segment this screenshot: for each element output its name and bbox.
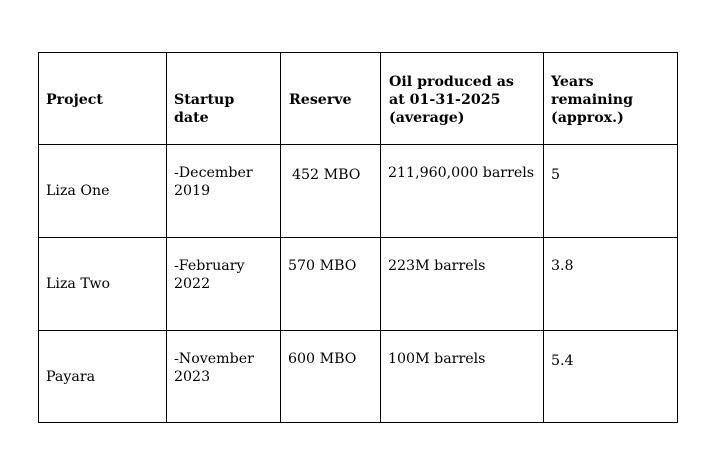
header-years-remaining: Years remaining (approx.) — [543, 52, 678, 145]
header-reserve-label: Reserve — [289, 92, 352, 108]
cell-oil-produced: 223M barrels — [380, 237, 544, 331]
header-startup-date-label: Startup date — [174, 92, 235, 126]
cell-project: Payara — [38, 330, 167, 423]
cell-reserve: 570 MBO — [280, 237, 381, 331]
oil-projects-table-container: Project Startup date Reserve Oil produce… — [38, 52, 678, 423]
cell-project: Liza One — [38, 144, 167, 238]
cell-project: Liza Two — [38, 237, 167, 331]
cell-oil-produced-text: 223M barrels — [388, 258, 486, 274]
cell-startup-date-text: -November 2023 — [174, 351, 254, 385]
cell-reserve-text: 570 MBO — [288, 258, 357, 274]
cell-startup-date: -February 2022 — [166, 237, 281, 331]
cell-oil-produced: 211,960,000 barrels — [380, 144, 544, 238]
header-reserve: Reserve — [280, 52, 381, 145]
cell-startup-date-text: -February 2022 — [174, 258, 245, 292]
cell-reserve-text: 600 MBO — [288, 351, 357, 367]
cell-years-remaining: 3.8 — [543, 237, 678, 331]
header-oil-produced-label: Oil produced as at 01-31-2025 (average) — [389, 74, 514, 126]
header-project-label: Project — [46, 92, 103, 108]
cell-oil-produced: 100M barrels — [380, 330, 544, 423]
header-project: Project — [38, 52, 167, 145]
cell-reserve: 600 MBO — [280, 330, 381, 423]
cell-years-remaining-text: 3.8 — [551, 258, 574, 274]
cell-years-remaining: 5 — [543, 144, 678, 238]
cell-reserve: 452 MBO — [280, 144, 381, 238]
cell-years-remaining-text: 5 — [551, 167, 561, 183]
oil-projects-table: Project Startup date Reserve Oil produce… — [38, 52, 678, 423]
cell-project-text: Payara — [46, 369, 96, 385]
cell-reserve-text: 452 MBO — [292, 167, 361, 183]
header-startup-date: Startup date — [166, 52, 281, 145]
cell-project-text: Liza Two — [46, 276, 111, 292]
table-row: Liza One -December 2019 452 MBO 211,960,… — [38, 144, 678, 238]
table-row: Payara -November 2023 600 MBO 100M barre… — [38, 330, 678, 423]
header-years-remaining-label: Years remaining (approx.) — [551, 74, 634, 126]
cell-startup-date-text: -December 2019 — [174, 165, 253, 199]
cell-oil-produced-text: 100M barrels — [388, 351, 486, 367]
table-header-row: Project Startup date Reserve Oil produce… — [38, 52, 678, 145]
cell-startup-date: -December 2019 — [166, 144, 281, 238]
cell-years-remaining-text: 5.4 — [551, 353, 574, 369]
cell-project-text: Liza One — [46, 183, 110, 199]
cell-startup-date: -November 2023 — [166, 330, 281, 423]
header-oil-produced: Oil produced as at 01-31-2025 (average) — [380, 52, 544, 145]
cell-oil-produced-text: 211,960,000 barrels — [388, 165, 535, 181]
table-row: Liza Two -February 2022 570 MBO 223M bar… — [38, 237, 678, 331]
cell-years-remaining: 5.4 — [543, 330, 678, 423]
